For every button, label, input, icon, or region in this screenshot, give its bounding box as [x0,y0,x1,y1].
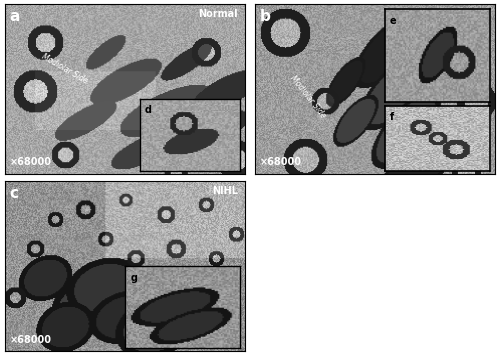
Text: ×68000: ×68000 [10,335,52,345]
Text: Modiolar Side: Modiolar Side [288,74,327,120]
Text: NIHHL: NIHHL [454,9,488,19]
Text: ×68000: ×68000 [260,157,302,167]
Text: b: b [260,9,270,24]
Text: c: c [10,186,19,201]
Text: ×68000: ×68000 [10,157,52,167]
Text: NIHL: NIHL [212,186,238,196]
Text: a: a [10,9,20,24]
Text: Modiolar Side: Modiolar Side [40,51,90,85]
Text: Normal: Normal [198,9,238,19]
